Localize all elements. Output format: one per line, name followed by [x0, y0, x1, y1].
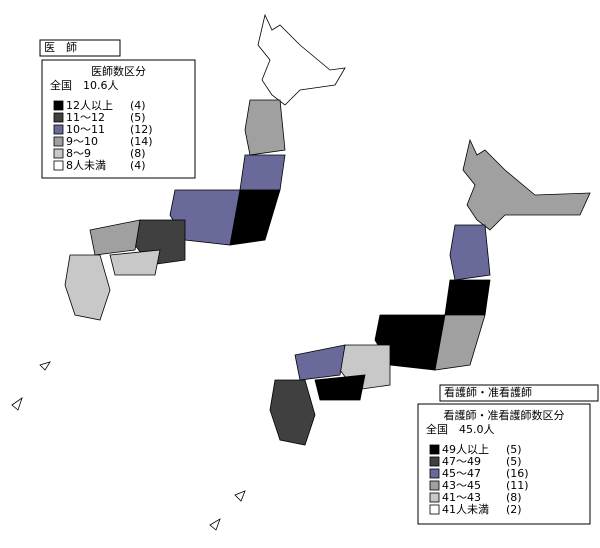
legend-swatch	[429, 480, 440, 491]
legend-label: 11～12	[66, 111, 105, 124]
tohoku-south	[444, 279, 491, 316]
legend-swatch	[429, 468, 440, 479]
legend-swatch	[429, 444, 440, 455]
map-doctors	[11, 13, 346, 411]
legend-count: (11)	[506, 479, 529, 492]
legend-swatch	[53, 160, 64, 171]
legend-box	[417, 403, 591, 525]
legend-label: 43～45	[442, 479, 481, 492]
legend-count: (5)	[506, 455, 522, 468]
hokkaido	[462, 138, 591, 231]
chugoku	[89, 219, 141, 256]
national-value: 全国 10.6人	[50, 78, 119, 92]
legend-title: 看護師・准看護師数区分	[444, 408, 565, 422]
island	[209, 518, 221, 531]
hokkaido	[257, 13, 346, 106]
legend-label: 8～9	[66, 147, 91, 160]
legend-swatch	[429, 456, 440, 467]
tohoku-north	[244, 99, 286, 156]
panel-title: 看護師・准看護師	[444, 385, 532, 399]
shikoku	[109, 249, 161, 276]
legend-count: (16)	[506, 467, 529, 480]
legend-label: 41～43	[442, 491, 481, 504]
legend-count: (4)	[130, 159, 146, 172]
legend-count: (2)	[506, 503, 522, 516]
legend-count: (4)	[130, 99, 146, 112]
legend-title: 医師数区分	[91, 65, 146, 78]
legend-swatch	[53, 148, 64, 159]
kyushu	[64, 254, 111, 321]
chugoku	[294, 344, 346, 381]
legend-label: 12人以上	[66, 99, 113, 112]
legend-count: (8)	[130, 147, 146, 160]
legend-label: 49人以上	[442, 443, 489, 456]
legend-label: 10～11	[66, 123, 105, 136]
title-box	[39, 39, 121, 57]
legend-box	[41, 59, 196, 179]
island	[11, 396, 23, 411]
legend-label: 8人未満	[66, 159, 106, 172]
legend-swatch	[53, 124, 64, 135]
legend-swatch	[53, 136, 64, 147]
legend-swatch	[53, 100, 64, 111]
legend-label: 41人未満	[442, 503, 489, 516]
chubu	[169, 189, 241, 246]
island	[234, 490, 246, 502]
legend-label: 47～49	[442, 455, 481, 468]
legend-count: (5)	[130, 111, 146, 124]
shikoku	[314, 374, 366, 401]
legend-count: (12)	[130, 123, 153, 136]
panel-title: 医 師	[44, 41, 77, 54]
national-value: 全国 45.0人	[426, 422, 495, 436]
tohoku-south	[239, 154, 286, 191]
title-box	[439, 384, 599, 402]
map-nurses	[209, 138, 591, 531]
tohoku-north	[449, 224, 491, 281]
legend-count: (8)	[506, 491, 522, 504]
legend-count: (5)	[506, 443, 522, 456]
kyushu	[269, 379, 316, 446]
legend-count: (14)	[130, 135, 153, 148]
legend-swatch	[429, 504, 440, 515]
island	[39, 361, 51, 371]
legend-label: 9～10	[66, 135, 98, 148]
legend-swatch	[429, 492, 440, 503]
chubu	[374, 314, 446, 371]
legend-swatch	[53, 112, 64, 123]
legend-label: 45～47	[442, 467, 481, 480]
